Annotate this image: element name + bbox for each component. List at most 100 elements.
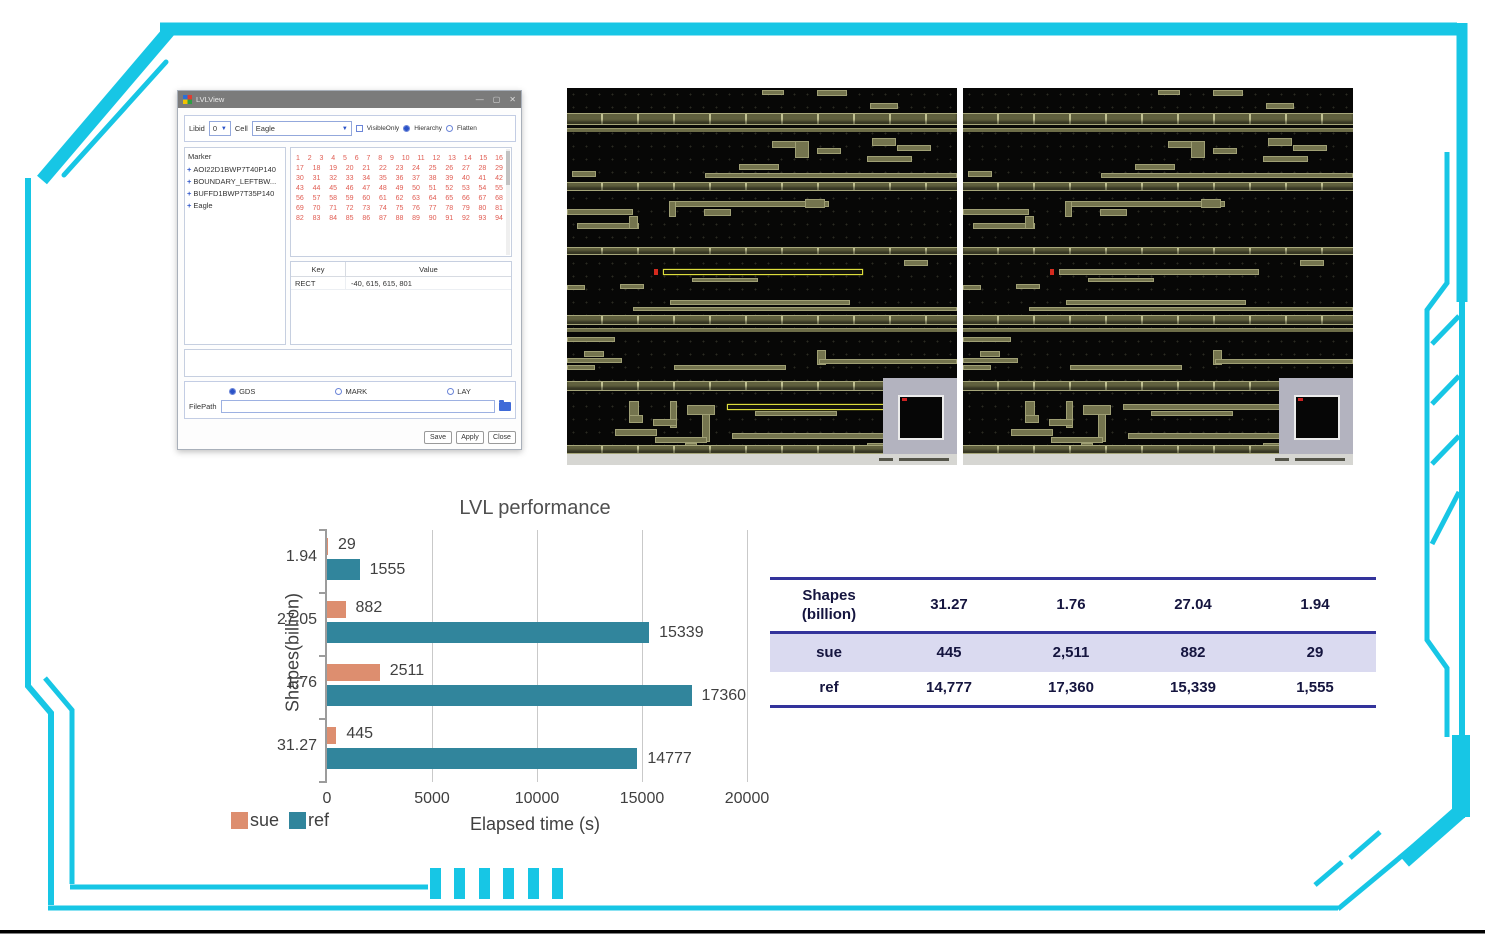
- marker-number[interactable]: 92: [461, 215, 470, 222]
- marker-number[interactable]: 58: [329, 195, 337, 202]
- marker-number[interactable]: 50: [412, 185, 420, 192]
- marker-number[interactable]: 88: [395, 215, 404, 222]
- marker-number[interactable]: 91: [445, 215, 454, 222]
- marker-tree-item[interactable]: + BOUNDARY_LEFTBW...: [187, 177, 277, 186]
- format-option-mark[interactable]: MARK: [335, 387, 367, 396]
- marker-number[interactable]: 26: [445, 165, 454, 172]
- marker-number[interactable]: 39: [445, 175, 454, 182]
- expand-plus-icon[interactable]: +: [187, 201, 192, 210]
- marker-number[interactable]: 48: [378, 185, 387, 192]
- marker-number[interactable]: 81: [495, 205, 503, 212]
- marker-number[interactable]: 28: [478, 165, 487, 172]
- marker-number[interactable]: 60: [362, 195, 371, 202]
- marker-number[interactable]: 53: [461, 185, 470, 192]
- marker-number[interactable]: 11: [417, 155, 425, 162]
- marker-number[interactable]: 69: [296, 205, 304, 212]
- marker-number[interactable]: 42: [495, 175, 503, 182]
- marker-number[interactable]: 5: [343, 155, 347, 162]
- save-button[interactable]: Save: [424, 431, 452, 444]
- marker-number[interactable]: 21: [362, 165, 371, 172]
- marker-number[interactable]: 94: [495, 215, 503, 222]
- close-button[interactable]: Close: [488, 431, 516, 444]
- marker-number[interactable]: 68: [495, 195, 503, 202]
- minimize-button[interactable]: —: [475, 95, 484, 104]
- marker-number[interactable]: 79: [461, 205, 470, 212]
- maximize-button[interactable]: ▢: [492, 95, 501, 104]
- marker-number[interactable]: 85: [345, 215, 354, 222]
- marker-number[interactable]: 32: [329, 175, 337, 182]
- format-option-lay[interactable]: LAY: [447, 387, 471, 396]
- marker-number[interactable]: 34: [362, 175, 371, 182]
- marker-number[interactable]: 75: [395, 205, 404, 212]
- marker-number[interactable]: 77: [428, 205, 437, 212]
- marker-number[interactable]: 57: [312, 195, 321, 202]
- marker-number[interactable]: 89: [412, 215, 420, 222]
- marker-number[interactable]: 43: [296, 185, 304, 192]
- marker-number[interactable]: 54: [478, 185, 487, 192]
- marker-number[interactable]: 12: [432, 155, 441, 162]
- marker-number[interactable]: 72: [345, 205, 354, 212]
- marker-number[interactable]: 24: [412, 165, 420, 172]
- marker-number[interactable]: 87: [378, 215, 387, 222]
- marker-number[interactable]: 6: [354, 155, 359, 162]
- marker-number[interactable]: 67: [478, 195, 487, 202]
- marker-number[interactable]: 3: [319, 155, 324, 162]
- marker-number[interactable]: 19: [329, 165, 337, 172]
- lay-radio[interactable]: [447, 387, 455, 395]
- marker-number[interactable]: 78: [445, 205, 454, 212]
- marker-number[interactable]: 36: [395, 175, 404, 182]
- marker-number[interactable]: 23: [395, 165, 404, 172]
- filepath-input[interactable]: [220, 400, 495, 413]
- close-button[interactable]: ✕: [509, 95, 516, 104]
- folder-browse-icon[interactable]: [499, 400, 511, 411]
- kv-row[interactable]: RECT -40, 615, 615, 801: [291, 277, 511, 290]
- marker-number[interactable]: 80: [478, 205, 487, 212]
- marker-number[interactable]: 63: [412, 195, 420, 202]
- marker-number[interactable]: 90: [428, 215, 437, 222]
- marker-number[interactable]: 55: [495, 185, 503, 192]
- marker-number[interactable]: 22: [378, 165, 387, 172]
- marker-number[interactable]: 70: [312, 205, 321, 212]
- marker-number[interactable]: 14: [463, 155, 472, 162]
- marker-number[interactable]: 13: [448, 155, 456, 162]
- marker-number[interactable]: 56: [296, 195, 304, 202]
- grid-scrollbar[interactable]: [506, 149, 510, 255]
- marker-tree-item[interactable]: + AOI22D1BWP7T40P140: [187, 165, 276, 174]
- marker-number[interactable]: 30: [296, 175, 304, 182]
- marker-number[interactable]: 59: [345, 195, 354, 202]
- marker-number[interactable]: 83: [312, 215, 321, 222]
- layout-pane-left[interactable]: [567, 88, 957, 465]
- marker-number[interactable]: 71: [329, 205, 337, 212]
- marker-number[interactable]: 65: [445, 195, 454, 202]
- marker-number[interactable]: 82: [296, 215, 304, 222]
- marker-number[interactable]: 40: [461, 175, 470, 182]
- marker-number[interactable]: 20: [345, 165, 354, 172]
- expand-plus-icon[interactable]: +: [187, 177, 192, 186]
- marker-number[interactable]: 7: [366, 155, 371, 162]
- marker-number[interactable]: 84: [329, 215, 337, 222]
- marker-number[interactable]: 46: [345, 185, 354, 192]
- marker-number[interactable]: 44: [312, 185, 321, 192]
- marker-number[interactable]: 35: [378, 175, 387, 182]
- marker-number[interactable]: 86: [362, 215, 371, 222]
- marker-number[interactable]: 52: [445, 185, 454, 192]
- cell-combo[interactable]: Eagle ▼: [251, 121, 352, 136]
- visibleonly-checkbox[interactable]: [355, 125, 363, 132]
- flatten-radio[interactable]: [446, 125, 453, 132]
- hierarchy-radio[interactable]: [403, 125, 411, 132]
- marker-number[interactable]: 10: [401, 155, 410, 162]
- marker-number[interactable]: 45: [329, 185, 337, 192]
- marker-number[interactable]: 61: [378, 195, 387, 202]
- marker-number[interactable]: 51: [428, 185, 437, 192]
- marker-number[interactable]: 62: [395, 195, 404, 202]
- expand-plus-icon[interactable]: +: [187, 165, 192, 174]
- marker-tree-item[interactable]: + Eagle: [187, 201, 213, 210]
- marker-number[interactable]: 47: [362, 185, 371, 192]
- marker-number[interactable]: 15: [479, 155, 488, 162]
- marker-number[interactable]: 31: [312, 175, 321, 182]
- marker-number[interactable]: 2: [307, 155, 312, 162]
- marker-number[interactable]: 76: [412, 205, 420, 212]
- gds-radio[interactable]: [229, 387, 237, 395]
- marker-number[interactable]: 93: [478, 215, 487, 222]
- marker-number[interactable]: 37: [412, 175, 420, 182]
